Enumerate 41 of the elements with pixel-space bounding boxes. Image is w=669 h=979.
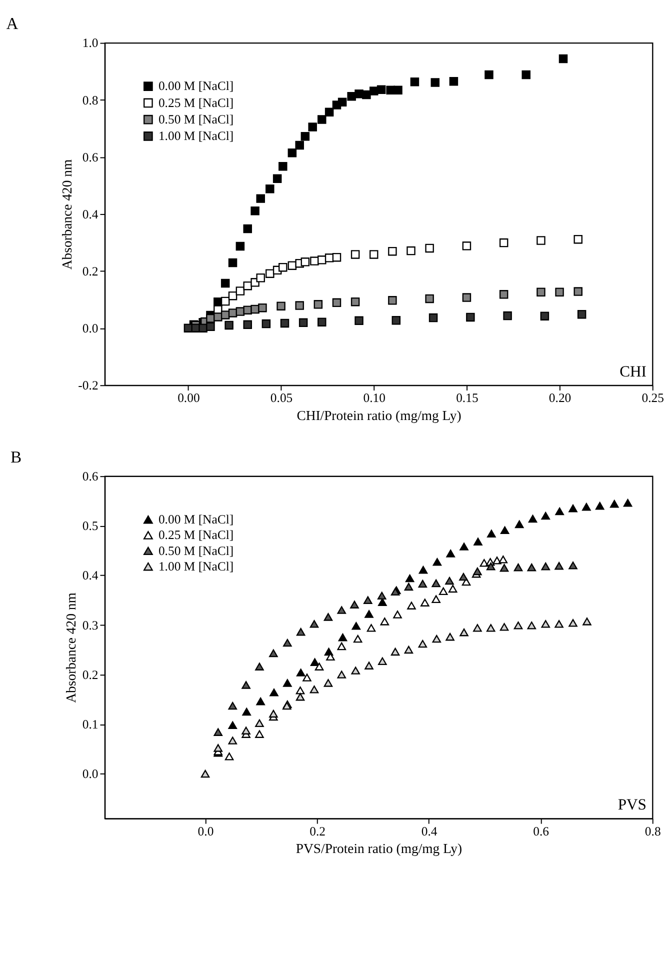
annotation: CHI: [620, 363, 647, 380]
y-tick-label: -0.2: [78, 378, 98, 393]
x-tick-label: 0.6: [533, 824, 550, 839]
y-tick-label: 0.8: [82, 93, 98, 108]
y-tick-label: 0.6: [82, 150, 98, 164]
x-axis-title: CHI/Protein ratio (mg/mg Ly): [296, 408, 462, 423]
chart-title: A: [6, 14, 18, 34]
x-tick-label: 0.00: [178, 391, 200, 406]
y-tick-label: 0.5: [82, 519, 98, 534]
y-tick-label: 0.4: [82, 568, 99, 583]
legend-label: 0.00 M [NaCl]: [158, 79, 234, 94]
x-tick-label: 0.2: [310, 824, 326, 839]
legend-label: 0.00 M [NaCl]: [158, 512, 234, 527]
x-tick-label: 0.10: [363, 391, 386, 406]
annotation: PVS: [618, 796, 647, 814]
legend-label: 0.25 M [NaCl]: [158, 528, 234, 542]
y-tick-label: 0.4: [82, 207, 99, 222]
x-axis-title: PVS/Protein ratio (mg/mg Ly): [296, 841, 462, 856]
x-tick-label: 0.20: [548, 391, 572, 406]
legend-label: 0.50 M [NaCl]: [158, 544, 234, 558]
x-tick-label: 0.15: [456, 391, 478, 406]
x-tick-label: 0.0: [198, 824, 214, 839]
y-tick-label: 0.0: [82, 321, 98, 336]
y-tick-label: 0.2: [82, 264, 98, 278]
legend-label: 0.50 M [NaCl]: [158, 112, 234, 126]
y-tick-label: 0.1: [82, 718, 98, 732]
chart-title: B: [10, 447, 22, 466]
legend-label: 1.00 M [NaCl]: [158, 559, 234, 574]
y-tick-label: 0.2: [82, 668, 98, 682]
x-tick-label: 0.8: [644, 824, 661, 839]
x-tick-label: 0.25: [642, 391, 664, 406]
y-tick-label: 1.0: [82, 36, 98, 50]
y-tick-label: 0.6: [82, 469, 98, 484]
x-tick-label: 0.4: [421, 824, 438, 839]
x-tick-label: 0.05: [270, 391, 293, 406]
y-axis-title: Absorbance 420 nm: [59, 158, 74, 270]
legend-label: 0.25 M [NaCl]: [158, 96, 234, 110]
y-tick-label: 0.3: [82, 618, 98, 632]
y-axis-title: Absorbance 420 nm: [64, 592, 79, 703]
y-tick-label: 0.0: [82, 767, 98, 782]
legend-label: 1.00 M [NaCl]: [158, 129, 234, 144]
